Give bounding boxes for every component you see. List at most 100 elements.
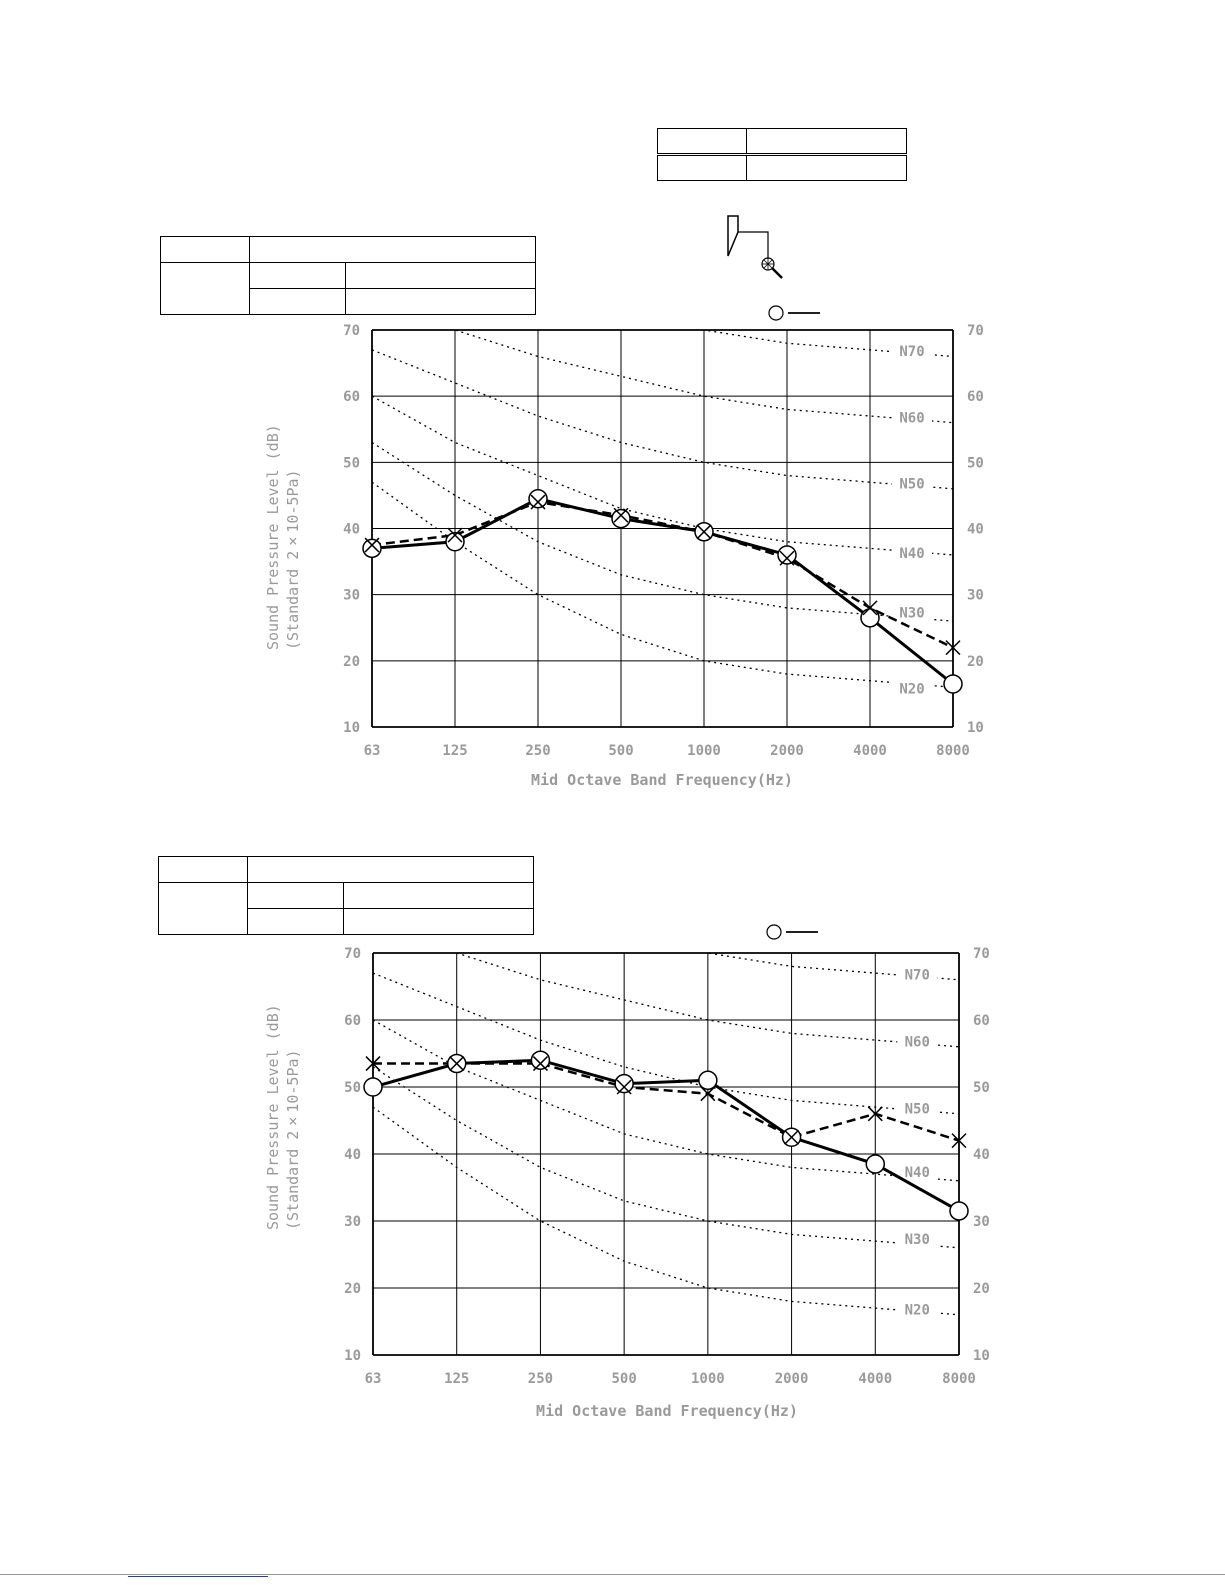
y-tick-label-right: 70 (973, 946, 990, 962)
chart2-ylabel-line2: (Standard 2×10-5Pa) (284, 1049, 302, 1230)
nc-curves (372, 330, 953, 688)
y-tick-label-right: 40 (973, 1147, 990, 1163)
chart2-ylabel-line1: Sound Pressure Level (dB) (264, 1004, 282, 1230)
nc-curve-n70 (699, 330, 953, 358)
data-point-x (945, 640, 961, 656)
y-tick-label-left: 70 (344, 946, 361, 962)
nc-curve-n30 (373, 1066, 959, 1249)
data-point-x (613, 507, 629, 523)
nc-label-n20: N20 (905, 1302, 930, 1318)
series-line-solid (372, 1058, 960, 1213)
nc-label-bg (892, 542, 932, 561)
chart1-ylabel-line1: Sound Pressure Level (dB) (264, 424, 282, 650)
data-point-x (447, 527, 463, 543)
nc-label-n40: N40 (905, 1165, 930, 1181)
x-tick-label: 500 (608, 743, 633, 759)
y-tick-label-right: 70 (967, 323, 984, 339)
x-tick-label: 1000 (691, 1371, 725, 1387)
data-point-circle (614, 1073, 634, 1094)
info-table-top-right (657, 128, 907, 181)
data-point-x (862, 600, 878, 616)
nc-label-bg (892, 602, 932, 621)
y-tick-label-left: 40 (343, 522, 360, 538)
data-point-circle (698, 1070, 718, 1091)
y-tick-label-right: 30 (967, 588, 984, 604)
nc-curve-n40 (372, 395, 953, 556)
nc-label-n70: N70 (905, 967, 930, 983)
x-tick-label: 250 (528, 1371, 553, 1387)
x-tick-label: 63 (364, 743, 381, 759)
chart1-legend (768, 305, 820, 321)
x-tick-label: 2000 (775, 1371, 809, 1387)
data-point-circle (363, 1077, 383, 1097)
chart2-ylabel: Sound Pressure Level (dB) (Standard 2×10… (263, 990, 363, 1230)
y-tick-label-left: 20 (344, 1281, 361, 1297)
nc-curve-n60 (453, 330, 953, 424)
noise-chart-1: 10 10 20 20 30 30 40 40 50 50 60 60 70 70 63 125 250 500 1… (343, 323, 984, 759)
data-point-circle (865, 1154, 886, 1174)
nc-curve-n30 (372, 441, 953, 622)
data-point-circle (611, 508, 631, 529)
noise-chart-2: 10 10 20 20 30 30 40 40 50 50 60 60 70 70 63 125 250 500 1… (344, 946, 990, 1387)
y-tick-label-right: 60 (973, 1013, 990, 1029)
y-tick-label-right: 50 (967, 455, 984, 471)
nc-label-n60: N60 (899, 410, 924, 426)
nc-curve-n60 (454, 953, 959, 1048)
y-tick-label-right: 30 (973, 1214, 990, 1230)
y-tick-label-left: 60 (344, 1013, 361, 1029)
y-tick-label-left: 60 (343, 389, 360, 405)
data-point-x (867, 1106, 883, 1122)
chart2-info-table (158, 856, 534, 935)
nc-label-n30: N30 (899, 606, 924, 622)
data-point-circle (943, 674, 963, 694)
data-point-x (696, 524, 712, 540)
nc-label-n40: N40 (899, 546, 924, 562)
y-tick-label-right: 40 (967, 522, 984, 538)
nc-label-bg (897, 1098, 938, 1117)
data-point-circle (362, 538, 382, 559)
nc-label-bg (892, 341, 932, 360)
y-tick-label-left: 40 (344, 1147, 361, 1163)
y-tick-label-left: 30 (343, 588, 360, 604)
chart1-ylabel: Sound Pressure Level (dB) (Standard 2×10… (263, 424, 363, 650)
y-tick-label-left: 50 (343, 455, 360, 471)
nc-curve-n50 (373, 972, 959, 1115)
nc-curves (373, 953, 959, 1316)
x-tick-label: 2000 (770, 743, 804, 759)
series-line-dashed (371, 500, 954, 649)
data-point-x (449, 1056, 465, 1072)
series-line-dashed (373, 1062, 960, 1142)
x-tick-label: 8000 (936, 743, 970, 759)
nc-label-bg (897, 964, 938, 983)
x-tick-label: 250 (525, 743, 550, 759)
data-point-x (364, 537, 380, 553)
x-tick-label: 125 (442, 743, 467, 759)
x-tick-label: 63 (365, 1371, 382, 1387)
y-tick-label-right: 10 (973, 1348, 990, 1364)
data-point-x (700, 1086, 716, 1102)
y-tick-label-left: 10 (343, 720, 360, 736)
chart1-xlabel: Mid Octave Band Frequency(Hz) (531, 771, 793, 789)
legend-circle-marker-icon (766, 924, 782, 940)
y-tick-label-right: 60 (967, 389, 984, 405)
x-tick-label: 4000 (853, 743, 887, 759)
nc-label-bg (897, 1031, 938, 1050)
data-point-circle (528, 488, 548, 509)
x-tick-label: 500 (611, 1371, 636, 1387)
y-tick-label-right: 20 (973, 1281, 990, 1297)
nc-curve-n20 (373, 1106, 959, 1316)
data-point-circle (445, 531, 465, 552)
page-bottom-link-underline (128, 1576, 268, 1577)
y-tick-label-left: 30 (344, 1214, 361, 1230)
data-point-x (365, 1056, 381, 1072)
y-tick-label-left: 50 (344, 1080, 361, 1096)
legend-circle-marker-icon (768, 305, 784, 321)
nc-label-n60: N60 (905, 1034, 930, 1050)
chart2-legend (766, 924, 818, 940)
y-tick-label-right: 50 (973, 1080, 990, 1096)
data-point-x (616, 1079, 632, 1095)
data-point-circle (949, 1201, 969, 1221)
chart1-ylabel-line2: (Standard 2×10-5Pa) (284, 469, 302, 650)
y-tick-label-left: 20 (343, 654, 360, 670)
nc-label-bg (897, 1229, 938, 1248)
